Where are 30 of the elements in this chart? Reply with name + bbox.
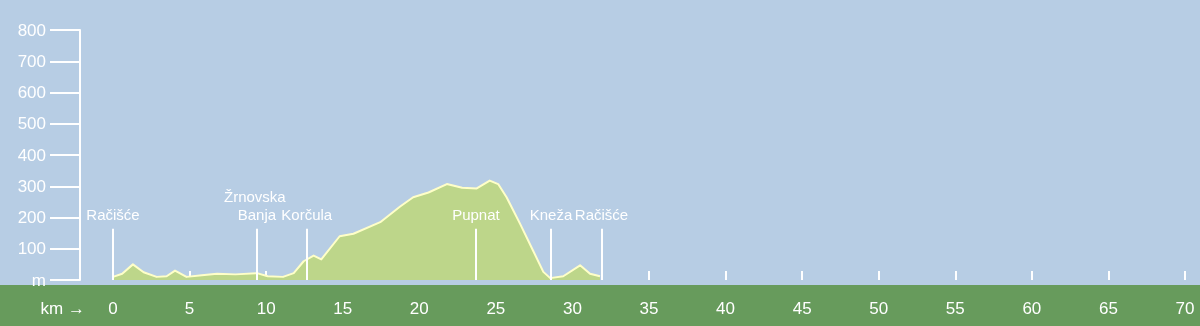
- x-tick-label: 35: [639, 299, 659, 318]
- x-tick-label: 0: [108, 299, 118, 318]
- x-tick-label: 40: [716, 299, 736, 318]
- x-tick-label: 55: [945, 299, 965, 318]
- x-tick-label: 20: [409, 299, 429, 318]
- x-tick-label: 15: [333, 299, 353, 318]
- x-tick-label: 30: [562, 299, 582, 318]
- x-tick-label: 5: [184, 299, 195, 318]
- y-tick-label: 600: [17, 83, 46, 102]
- x-tick-label: 25: [486, 299, 506, 318]
- ref-line-label: Pupnat: [452, 206, 501, 224]
- x-axis-title: km →: [40, 299, 85, 318]
- ref-line-label: Korčula: [281, 206, 333, 224]
- ref-line-label: Kneža: [529, 206, 573, 224]
- y-tick-label: 300: [17, 176, 46, 196]
- y-tick-label: 800: [17, 20, 46, 40]
- x-tick-label: 10: [256, 299, 276, 318]
- x-tick-label: 60: [1022, 299, 1042, 318]
- y-tick-label: 500: [17, 114, 46, 134]
- x-tick-label: 50: [869, 299, 889, 318]
- x-tick-label: 65: [1098, 299, 1118, 318]
- ref-line-label: Račišće: [86, 206, 140, 224]
- y-tick-label: 400: [17, 145, 46, 165]
- y-tick-label: 100: [17, 239, 46, 259]
- x-tick-label: 45: [792, 299, 812, 318]
- y-tick-label: 200: [17, 208, 46, 227]
- y-tick-label: 700: [17, 51, 46, 71]
- ref-line-label: Račišće: [574, 206, 629, 224]
- y-tick-label: m: [31, 270, 46, 290]
- x-tick-label: 70: [1175, 299, 1195, 318]
